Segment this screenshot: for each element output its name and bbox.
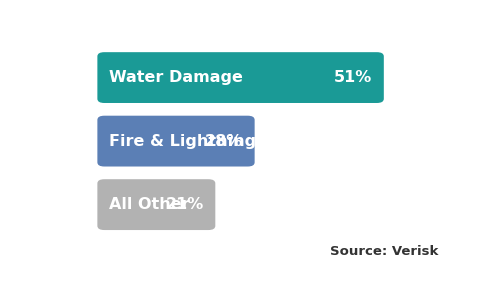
- Text: Fire & Lightning: Fire & Lightning: [109, 134, 256, 148]
- FancyBboxPatch shape: [98, 179, 216, 230]
- Text: All Other: All Other: [109, 197, 190, 212]
- Text: Water Damage: Water Damage: [109, 70, 243, 85]
- FancyBboxPatch shape: [98, 52, 384, 103]
- FancyBboxPatch shape: [98, 116, 254, 166]
- Text: 51%: 51%: [334, 70, 372, 85]
- Text: 28%: 28%: [205, 134, 243, 148]
- Text: 21%: 21%: [166, 197, 203, 212]
- Text: Source: Verisk: Source: Verisk: [330, 245, 438, 258]
